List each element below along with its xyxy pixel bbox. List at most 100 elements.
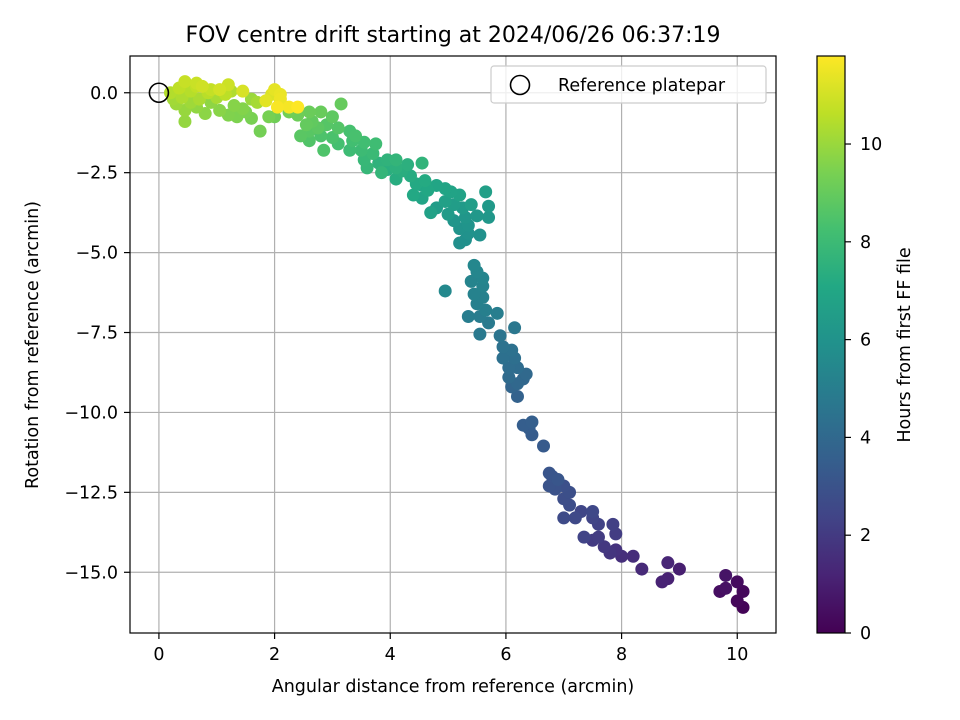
data-point [227,99,241,113]
data-point [375,166,389,180]
data-point [496,351,510,365]
data-point [438,194,452,208]
x-tick-label: 4 [385,645,396,665]
grid-lines [130,56,776,633]
legend-entry-label: Reference platepar [558,76,726,96]
data-point [470,209,484,223]
colorbar-tick-label: 10 [860,135,882,155]
plot-frame [129,55,777,634]
data-point [597,540,611,554]
data-point [655,575,669,589]
data-point [661,556,675,570]
data-point [577,530,591,544]
data-point [496,340,510,354]
data-point [461,310,475,324]
y-axis-label: Rotation from reference (arcmin) [23,201,43,489]
x-tick-label: 0 [153,645,164,665]
data-point [302,105,316,119]
data-point [415,156,429,170]
colorbar-gradient [816,55,846,634]
y-axis-ticks: 0.0 −2.5 −5.0 −7.5 −10.0 −12.5 −15.0 [64,84,130,583]
data-point [314,105,328,119]
data-point [270,100,284,114]
data-point [467,287,481,301]
data-point [195,79,209,93]
data-point [502,370,516,384]
data-point [369,137,383,151]
data-point [672,562,686,576]
data-point [510,389,524,403]
data-point [473,228,487,242]
data-point [406,188,420,202]
data-point [586,505,600,519]
colorbar-tick-label: 8 [860,233,871,253]
chart-title: FOV centre drift starting at 2024/06/26 … [186,23,721,48]
data-point [441,207,455,221]
x-tick-label: 6 [500,645,511,665]
legend-marker-icon [509,74,531,96]
data-point [479,185,493,199]
data-point [557,511,571,525]
y-tick-label: −2.5 [76,164,119,184]
data-point [299,118,313,132]
data-point [719,568,733,582]
y-tick-label: 0.0 [90,84,118,104]
data-point [317,143,331,157]
data-point [482,210,496,224]
data-point [606,517,620,531]
data-point [262,110,276,124]
data-point [719,581,733,595]
colorbar-tick-label: 0 [860,624,871,644]
data-point [213,83,227,97]
data-point [490,306,504,320]
data-point [236,84,250,98]
data-point [389,153,403,167]
y-tick-label: −10.0 [64,403,118,423]
data-point [493,329,507,343]
colorbar-tick-label: 2 [860,526,871,546]
data-point [178,115,192,129]
colorbar-label: Hours from first FF file [895,247,915,442]
y-tick-label: −15.0 [64,563,118,583]
data-point [418,174,432,188]
data-point [349,129,363,143]
x-tick-label: 2 [269,645,280,665]
data-point [259,94,273,108]
data-point [551,473,565,487]
data-point [253,124,267,138]
reference-point-marker [148,82,170,104]
data-point [331,121,345,135]
x-axis-label: Angular distance from reference (arcmin) [272,677,635,697]
data-point [291,100,305,114]
data-point [464,274,478,288]
colorbar-ticks: 0 2 4 6 8 10 [845,135,882,644]
data-point [635,562,649,576]
data-point [736,584,750,598]
data-point [482,199,496,213]
data-point [626,549,640,563]
data-point [178,75,192,89]
data-point [464,198,478,212]
scatter-points [163,75,750,614]
x-axis-ticks: 0 2 4 6 8 10 [153,633,748,665]
x-tick-label: 10 [726,645,748,665]
data-point [334,97,348,111]
data-point [438,284,452,298]
data-point [467,258,481,272]
x-tick-label: 8 [616,645,627,665]
y-tick-label: −7.5 [76,324,119,344]
data-point [424,206,438,220]
legend-box [490,65,767,104]
data-point [473,327,487,341]
data-point [537,439,551,453]
data-point [325,110,339,124]
data-point [294,129,308,143]
data-point [591,530,605,544]
data-point [568,511,582,525]
data-point [213,103,227,117]
data-point [401,158,415,172]
colorbar-tick-label: 4 [860,428,871,448]
colorbar-tick-label: 6 [860,331,871,351]
y-tick-label: −12.5 [64,483,118,503]
